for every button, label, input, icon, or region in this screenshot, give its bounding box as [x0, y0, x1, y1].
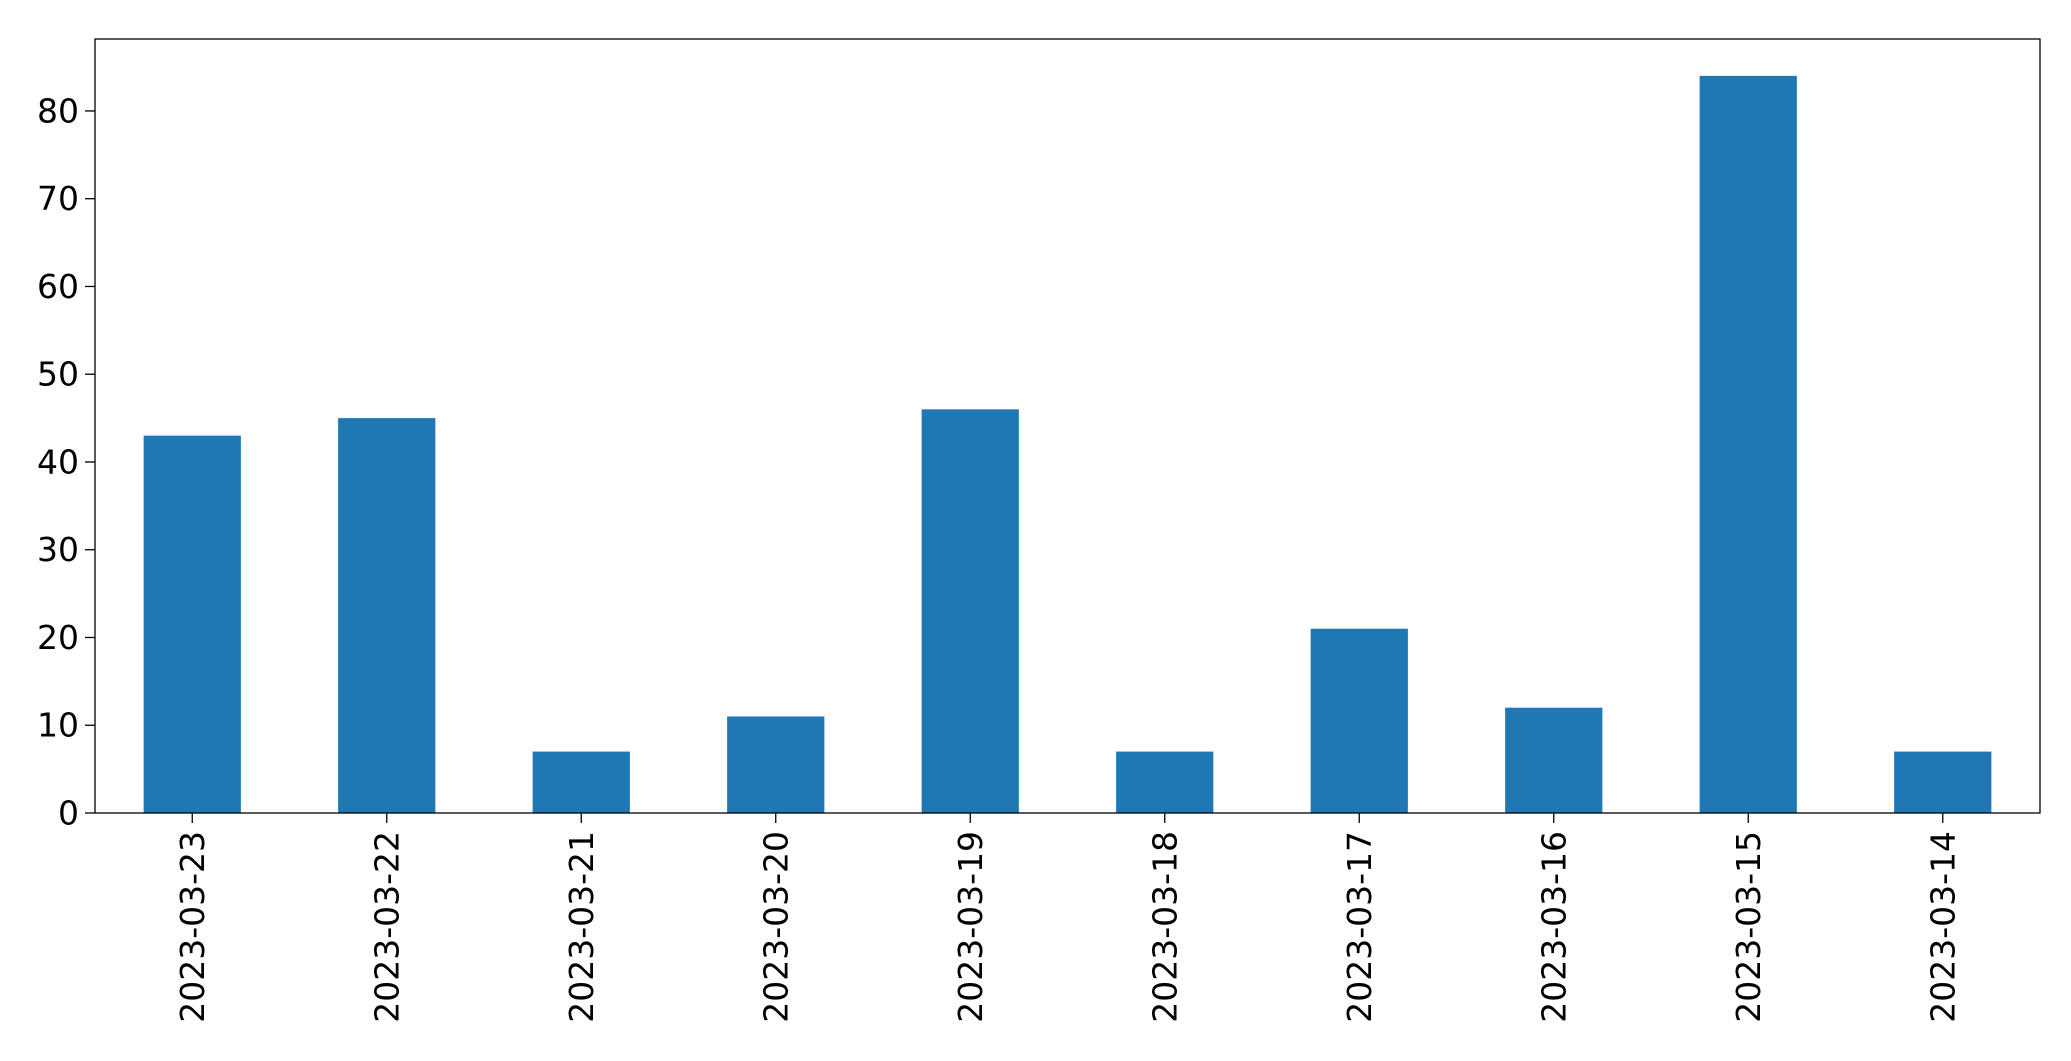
y-tick-label: 0 [58, 794, 79, 833]
y-tick-label: 60 [37, 267, 79, 306]
x-tick-label: 2023-03-22 [367, 831, 406, 1023]
y-tick-label: 30 [37, 530, 79, 569]
x-tick-label: 2023-03-23 [173, 831, 212, 1023]
bar-2023-03-16 [1505, 707, 1603, 813]
y-axis: 0 10 20 30 40 50 60 70 80 [37, 91, 95, 833]
bar-2023-03-20 [727, 716, 825, 813]
bar-2023-03-17 [1310, 628, 1408, 813]
y-tick-label: 20 [37, 618, 79, 657]
bar-2023-03-23 [143, 435, 241, 813]
x-tick-label: 2023-03-14 [1923, 831, 1962, 1023]
x-tick-label: 2023-03-19 [951, 831, 990, 1023]
x-tick-label: 2023-03-16 [1534, 831, 1573, 1023]
x-tick-label: 2023-03-18 [1145, 831, 1184, 1023]
plot-frame [94, 38, 2041, 814]
x-tick-label: 2023-03-15 [1729, 831, 1768, 1023]
bar-2023-03-21 [532, 751, 630, 813]
y-tick-label: 10 [37, 706, 79, 745]
x-axis: 2023-03-23 2023-03-22 2023-03-21 2023-03-20… [173, 813, 1962, 1023]
y-tick-label: 70 [37, 179, 79, 218]
bar-2023-03-22 [338, 418, 436, 813]
y-tick-label: 80 [37, 91, 79, 130]
y-tick-label: 50 [37, 355, 79, 394]
y-tick-label: 40 [37, 442, 79, 481]
bar-2023-03-14 [1894, 751, 1992, 813]
x-tick-label: 2023-03-17 [1340, 831, 1379, 1023]
bar-2023-03-19 [921, 409, 1019, 813]
x-tick-label: 2023-03-20 [756, 831, 795, 1023]
x-tick-label: 2023-03-21 [562, 831, 601, 1023]
bar-2023-03-18 [1116, 751, 1214, 813]
bars-group [143, 75, 1992, 814]
bar-2023-03-15 [1699, 75, 1797, 814]
